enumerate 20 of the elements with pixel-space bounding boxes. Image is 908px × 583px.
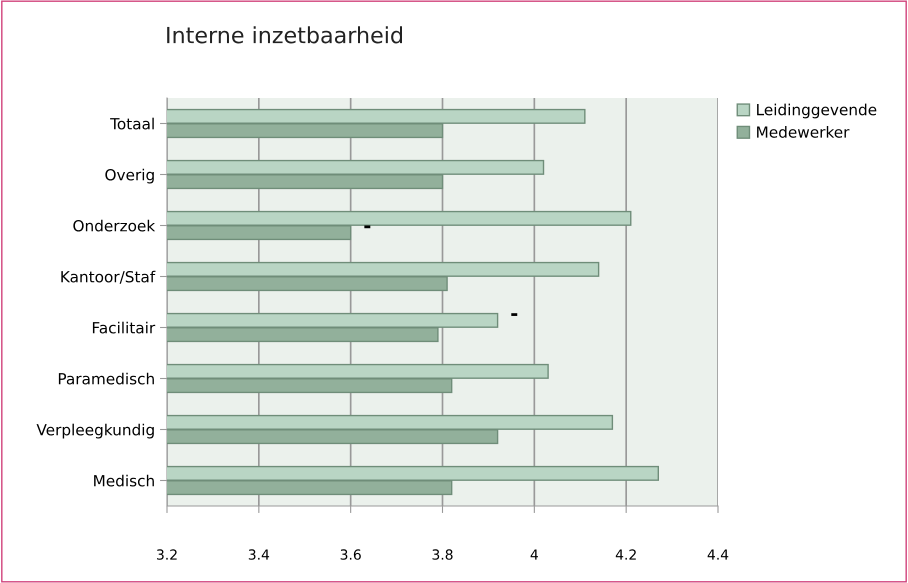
chart-title: Interne inzetbaarheid — [167, 26, 402, 44]
annotation: - — [364, 225, 370, 228]
x-tick-label: 3.4 — [248, 549, 270, 560]
x-tick-label: 3.8 — [432, 549, 453, 560]
annotation: - — [511, 313, 518, 316]
x-tick-label: 4.4 — [708, 549, 728, 560]
legend-label: Leidinggevende — [757, 104, 876, 118]
y-tick-label: Medisch — [94, 474, 154, 487]
x-tick-label: 4 — [530, 549, 538, 560]
y-tick-label: Paramedisch — [58, 372, 154, 385]
y-tick-label: Overig — [105, 168, 154, 184]
y-tick-label: Verpleegkundig — [36, 424, 154, 438]
y-tick-label: Facilitair — [92, 322, 156, 334]
x-tick-label: 3.2 — [157, 549, 177, 560]
legend-label: Medewerker — [757, 126, 850, 138]
y-tick-label: Onderzoek — [73, 220, 156, 232]
x-tick-label: 3.6 — [340, 549, 361, 560]
y-tick-label: Kantoor/Staf — [61, 270, 156, 284]
x-tick-label: 4.2 — [616, 549, 636, 560]
y-tick-label: Totaal — [110, 118, 154, 130]
